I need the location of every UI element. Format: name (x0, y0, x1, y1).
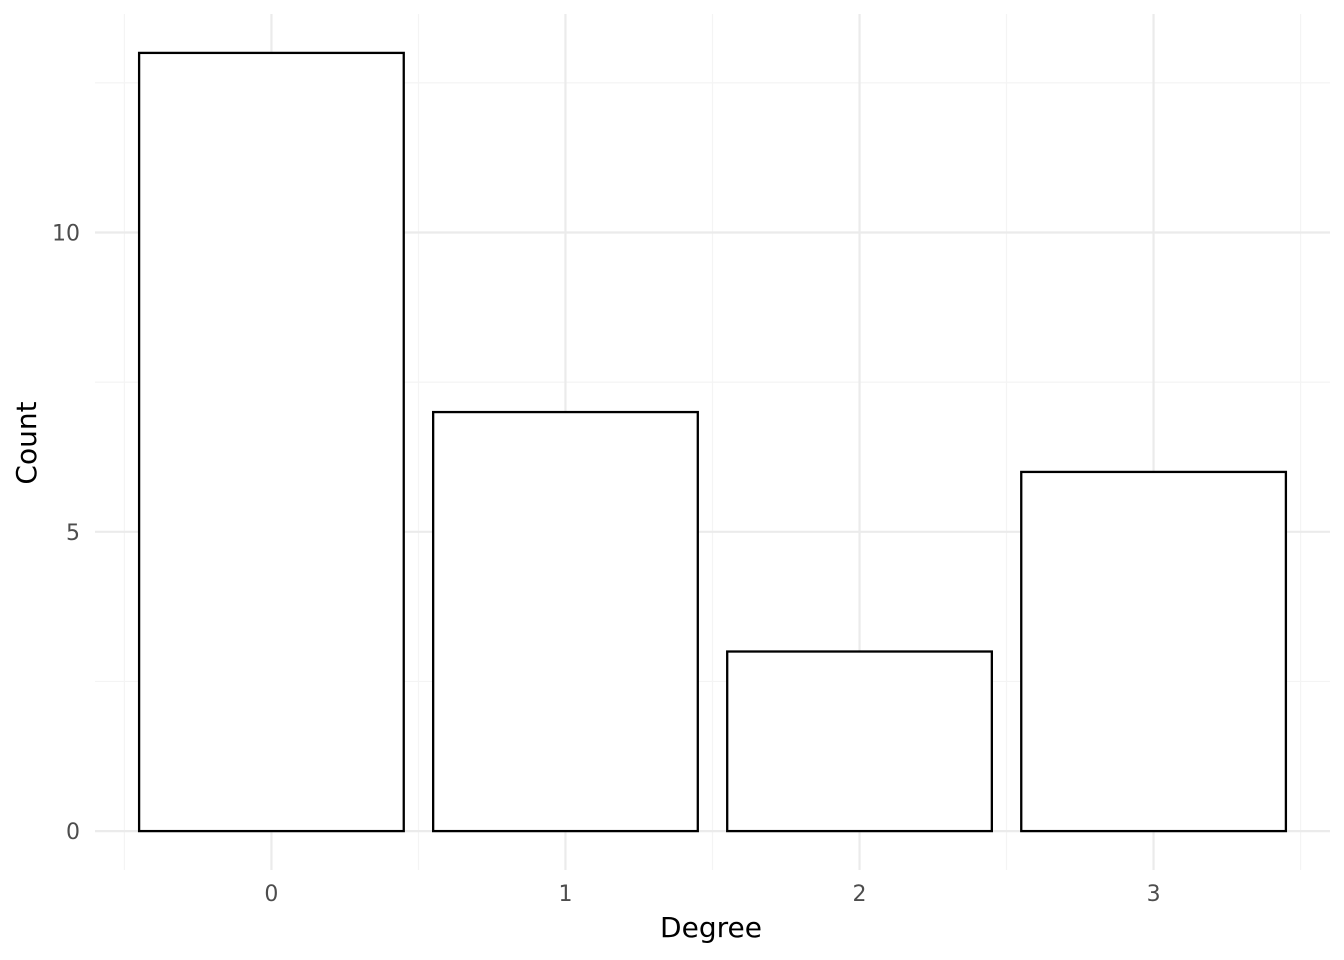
bar-3 (1020, 470, 1288, 833)
bar-2 (726, 650, 993, 833)
y-axis-title: Count (10, 401, 43, 484)
x-axis-title: Degree (660, 911, 762, 944)
y-tick-label: 0 (66, 820, 80, 845)
y-axis-ticks: 0 5 10 (52, 221, 80, 845)
x-tick-label: 3 (1147, 882, 1161, 907)
bars (137, 51, 1288, 833)
y-tick-label: 5 (66, 521, 80, 546)
x-axis-ticks: 0 1 2 3 (264, 882, 1160, 907)
bar-0 (137, 51, 405, 833)
y-tick-label: 10 (52, 221, 80, 246)
x-tick-label: 0 (264, 882, 278, 907)
x-tick-label: 1 (558, 882, 572, 907)
x-tick-label: 2 (853, 882, 867, 907)
bar-1 (432, 410, 699, 833)
